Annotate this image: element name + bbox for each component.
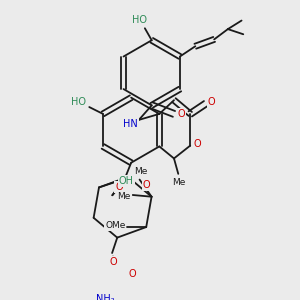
Text: OH: OH: [119, 176, 134, 186]
Text: O: O: [193, 139, 201, 149]
Text: HN: HN: [123, 119, 138, 129]
Text: Me: Me: [118, 192, 131, 201]
Text: Me: Me: [172, 178, 186, 187]
Text: O: O: [177, 109, 184, 119]
Text: HO: HO: [71, 97, 86, 107]
Text: HO: HO: [132, 15, 147, 25]
Text: OMe: OMe: [105, 221, 126, 230]
Text: O: O: [116, 182, 123, 192]
Text: O: O: [208, 97, 215, 107]
Text: NH₂: NH₂: [96, 294, 115, 300]
Text: Me: Me: [135, 167, 148, 176]
Text: O: O: [129, 269, 136, 279]
Text: O: O: [143, 180, 150, 190]
Text: O: O: [109, 256, 117, 267]
